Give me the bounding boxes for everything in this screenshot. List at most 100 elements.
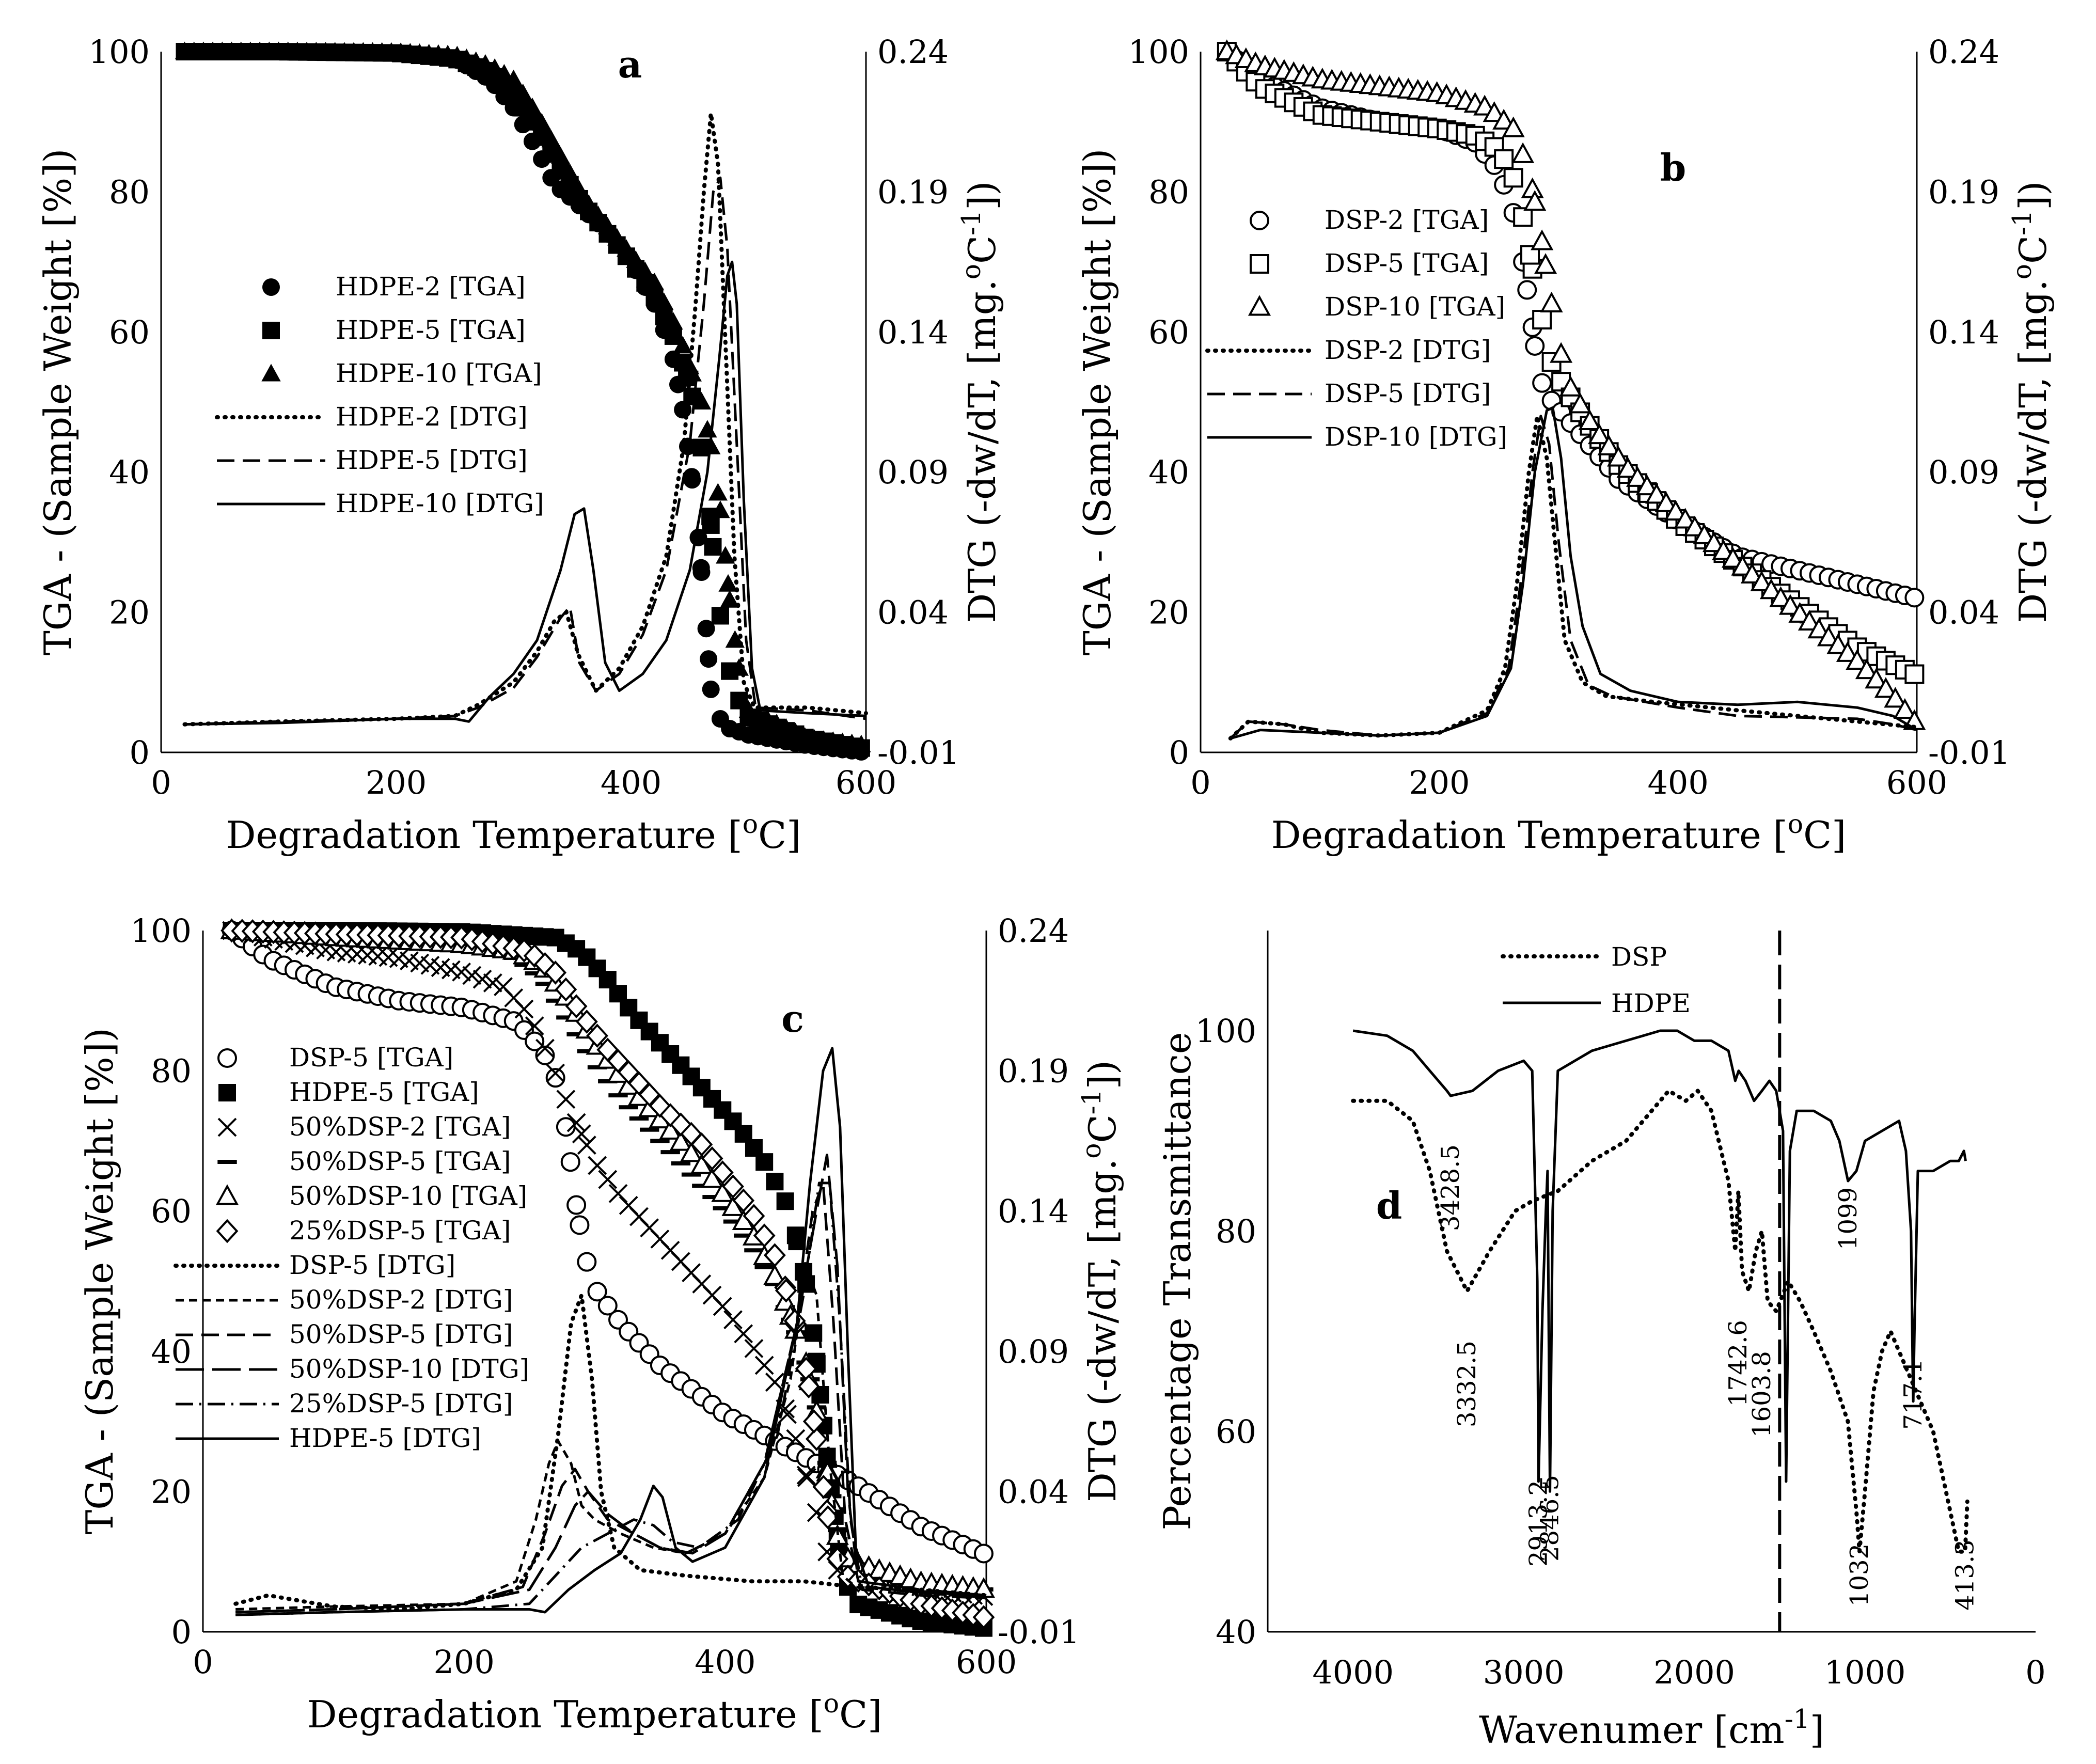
panel-c-legend-item-hdpe-5-tga-label: HDPE-5 [TGA] <box>289 1077 479 1107</box>
panel-c-series-dsp-5-dtg <box>233 1293 988 1612</box>
panel-a-series-hdpe-2-tga-point <box>692 559 710 577</box>
panel-c-series-50-dsp-5-tga-point <box>556 1015 576 1020</box>
panel-d-y-label: Percentage Transmittance <box>1156 1032 1199 1530</box>
panel-c-legend-item-50-dsp-5-tga-swatch <box>217 1160 237 1164</box>
panel-b-y2-label: DTG (-dw/dT, [mg.oC-1]) <box>2007 181 2055 623</box>
panel-a-y-tick-2: 40 <box>109 453 150 491</box>
panel-d-legend: DSP HDPE <box>1501 942 1691 1018</box>
panel-c-series-50-dsp-2-tga-point <box>566 1113 586 1132</box>
panel-b-y-tick-5: 100 <box>1128 33 1189 71</box>
panel-c-series-25-dsp-5-tga-point <box>701 1146 723 1171</box>
panel-b-series-dsp-10-tga-point <box>1788 602 1811 623</box>
panel-d-peak-label-7: 717.1 <box>1899 1359 1928 1429</box>
panel-c-series-dsp-5-tga-point <box>577 1252 597 1272</box>
panel-a-y-tick-4: 80 <box>109 173 150 211</box>
panel-a-series-hdpe-10-tga-point <box>503 69 524 87</box>
panel-b-series-dsp-10-tga-point <box>1855 658 1878 680</box>
panel-c-series-50-dsp-10-tga-point <box>763 1264 786 1285</box>
panel-a-legend-item-hdpe-5-tga-label: HDPE-5 [TGA] <box>336 315 526 345</box>
panel-b-series-dsp-10-tga-point <box>1550 342 1573 363</box>
panel-c-series-50-dsp-5-tga-point <box>660 1150 680 1155</box>
panel-c-series-25-dsp-5-tga-point <box>513 938 535 963</box>
panel-b-legend-item-dsp-10-tga-label: DSP-10 [TGA] <box>1325 292 1505 322</box>
panel-c-legend-item-50-dsp-5-tga-label: 50%DSP-5 [TGA] <box>289 1146 511 1176</box>
panel-d-peak-label-4: 1742.6 <box>1724 1320 1753 1407</box>
panel-a: 0 200 400 600 0 20 40 60 80 100 -0.01 0.04 0.09 0.14 0… <box>36 33 1004 857</box>
panel-c-series-25-dsp-5-tga-point <box>638 1082 661 1107</box>
panel-b-x-tick-1: 200 <box>1409 764 1470 801</box>
panel-a-series-hdpe-5-tga-point <box>664 327 682 345</box>
panel-b-series-dsp-5-tga-point <box>1904 664 1925 684</box>
panel-c-series-50-dsp-5-tga-point <box>723 1219 743 1224</box>
panel-c-series-50-dsp-2-tga-point <box>713 1297 732 1316</box>
panel-b-series-dsp-10-tga-point <box>1607 446 1630 467</box>
panel-a-series-hdpe-5-tga-point <box>711 607 729 625</box>
panel-c-series-25-dsp-5-tga-point <box>690 1132 713 1157</box>
panel-c-series-50-dsp-10-tga-point <box>680 1141 703 1162</box>
panel-b-series-dsp-5-tga-point <box>1513 207 1533 227</box>
panel-a-y2-tick-4: 0.19 <box>877 173 949 211</box>
panel-b-series-dsp-10-tga-point <box>1817 625 1840 647</box>
panel-c-y2-label: DTG (-dw/dT, [mg.oC-1]) <box>1076 1060 1125 1502</box>
panel-c-series-25-dsp-5-tga <box>220 918 995 1630</box>
panel-b-series-dsp-10-tga-point <box>1721 547 1745 568</box>
panel-a-series-hdpe-10-tga-point <box>607 228 627 246</box>
panel-a-y-tick-3: 60 <box>109 313 150 351</box>
panel-c-legend-item-dsp-5-tga-label: DSP-5 [TGA] <box>289 1043 453 1073</box>
panel-b-legend-item-dsp-10-tga-swatch <box>1248 295 1271 316</box>
panel-c-series-25-dsp-5-tga-point <box>775 1278 797 1303</box>
panel-b-y-label: TGA - (Sample Weight [%]) <box>1076 149 1119 656</box>
panel-a-legend-item-hdpe-2-dtg-label: HDPE-2 [DTG] <box>336 402 528 432</box>
panel-c-legend-item-25-dsp-5-tga-swatch <box>216 1219 239 1243</box>
panel-c-series-50-dsp-5-tga-point <box>681 1172 701 1177</box>
panel-c-legend-item-dsp-5-dtg-label: DSP-5 [DTG] <box>289 1250 455 1280</box>
panel-b-series-dsp-10-tga-point <box>1893 698 1916 719</box>
panel-c-series-25-dsp-5-tga-point <box>802 1409 825 1434</box>
panel-b-series-dsp-2-tga-point <box>1517 280 1537 300</box>
panel-a-series-hdpe-10-tga-point <box>541 130 561 148</box>
panel-c-series-50-dsp-2-tga-point <box>525 1016 544 1036</box>
panel-b-y2-tick-0: -0.01 <box>1928 734 2010 771</box>
panel-b-y-tick-3: 60 <box>1148 313 1189 351</box>
panel-a-y2-tick-2: 0.09 <box>877 453 949 491</box>
panel-c-series-50-dsp-5-tga-point <box>713 1206 732 1210</box>
panel-b-x-tick-0: 0 <box>1190 764 1210 801</box>
panel-d-peak-label-0: 3428.5 <box>1436 1144 1465 1231</box>
panel-b-series-dsp-10-tga-point <box>1635 474 1659 496</box>
panel-b-series-dsp-10-tga-point <box>1674 508 1697 529</box>
panel-a-legend-item-hdpe-2-tga-label: HDPE-2 [TGA] <box>336 272 526 302</box>
panel-c-y-label: TGA - (Sample Weight [%]) <box>78 1028 121 1535</box>
panel-b-series-dsp-5-tga-point <box>1503 168 1523 188</box>
panel-a-legend-item-hdpe-10-tga-swatch <box>261 364 281 382</box>
panel-a-legend-item-hdpe-5-tga-swatch <box>262 322 280 339</box>
panel-b-y2-tick-5: 0.24 <box>1928 33 1999 71</box>
panel-b-legend: DSP-2 [TGA] DSP-5 [TGA] DSP-10 [TGA] DSP-2 … <box>1205 205 1507 452</box>
panel-b-series-dsp-2-tga-point <box>1525 336 1545 356</box>
panel-a-y2-tick-3: 0.14 <box>877 313 949 351</box>
panel-c-series-50-dsp-5-tga-point <box>744 1248 764 1253</box>
panel-c-x-label: Degradation Temperature [oC] <box>307 1688 882 1737</box>
panel-a-series-hdpe-10-tga-point <box>691 391 712 410</box>
panel-a-series-hdpe-2-tga-point <box>702 680 720 698</box>
panel-c-series-50-dsp-2-tga-point <box>572 1124 591 1144</box>
panel-c-series-hdpe-5-tga-point <box>755 1153 774 1171</box>
panel-d-peak-label-9: 413.3 <box>1950 1539 1979 1610</box>
panel-c-series-25-dsp-5-tga-point <box>797 1374 820 1399</box>
panel-c-series-25-dsp-5-tga-point <box>649 1094 671 1118</box>
panel-d-x-tick-4: 0 <box>2025 1653 2045 1691</box>
panel-b-legend-item-dsp-2-tga-swatch <box>1250 211 1269 230</box>
panel-a-series-hdpe-10-tga-point <box>617 239 636 257</box>
panel-c-x-tick-3: 600 <box>956 1643 1017 1681</box>
panel-c-legend-item-50-dsp-10-dtg-label: 50%DSP-10 [DTG] <box>289 1354 529 1384</box>
panel-b-y2-tick-1: 0.04 <box>1928 594 1999 632</box>
panel-b-series-dsp-10-tga-point <box>1483 101 1506 122</box>
panel-c-series-50-dsp-5-tga-point <box>692 1184 712 1188</box>
panel-c-series-hdpe-5-tga-point <box>766 1173 784 1191</box>
panel-c-series-50-dsp-2-tga-point <box>734 1324 753 1344</box>
panel-c-series-25-dsp-5-tga-point <box>972 1605 995 1630</box>
panel-b-series-dsp-10-tga-point <box>1750 570 1773 592</box>
panel-d-y-tick-1: 60 <box>1216 1413 1256 1451</box>
panel-d-y-tick-0: 40 <box>1216 1613 1256 1651</box>
panel-b-y-tick-2: 40 <box>1148 453 1189 491</box>
